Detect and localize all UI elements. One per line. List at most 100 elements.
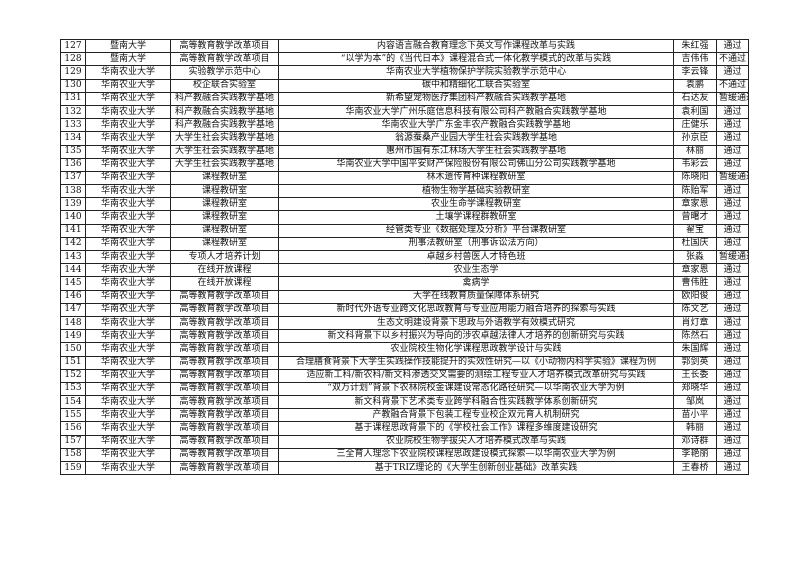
project-name-cell: 农业院校生物化学课程思政教学设计与实践 bbox=[278, 342, 674, 357]
table-row: 145 华南农业大学 在线开放课程 禽病学 曹伟胜 通过 bbox=[60, 276, 749, 291]
person-in-charge-cell: 吉伟伟 bbox=[673, 52, 717, 67]
table-row: 134 华南农业大学 大学生社会实践教学基地 翁源蚕桑产业园大学生社会实践教学基地 孙京… bbox=[60, 131, 749, 146]
person-in-charge-cell: 陈晓阳 bbox=[673, 170, 717, 186]
project-category-cell: 高等教育教学改革项目 bbox=[170, 381, 279, 397]
review-result-cell: 通过 bbox=[716, 276, 749, 291]
project-category-cell: 高等教育教学改革项目 bbox=[170, 395, 279, 410]
review-result-cell: 通过 bbox=[716, 197, 749, 212]
project-name-cell: 碳中和精细化工联合实验室 bbox=[278, 78, 674, 93]
table-row: 136 华南农业大学 大学生社会实践教学基地 华南农业大学中国平安财产保险股份有限公司… bbox=[60, 157, 749, 172]
row-number-cell: 142 bbox=[60, 236, 86, 252]
school-name-cell: 华南农业大学 bbox=[85, 460, 171, 476]
person-in-charge-cell: 翟宝 bbox=[673, 223, 717, 238]
school-name-cell: 华南农业大学 bbox=[85, 289, 171, 304]
school-name-cell: 华南农业大学 bbox=[85, 65, 171, 80]
row-number-cell: 132 bbox=[60, 104, 86, 120]
project-name-cell: 三全育人理念下农业院校课程思政建设模式探索—以华南农业大学为例 bbox=[278, 447, 674, 463]
project-name-cell: 新希望宠物医疗集团科产教融合实践教学基地 bbox=[278, 91, 674, 106]
table-row: 135 华南农业大学 大学生社会实践教学基地 惠州市国有东江林场大学生社会实践教学基地… bbox=[60, 144, 749, 159]
project-name-cell: 农业生态学 bbox=[278, 263, 674, 278]
review-result-cell: 通过 bbox=[716, 184, 749, 199]
project-category-cell: 高等教育教学改革项目 bbox=[170, 38, 279, 54]
review-result-cell: 通过 bbox=[716, 144, 749, 159]
project-name-cell: 新文科背景下以乡村振兴为导向的涉农卓越法律人才培养的创新研究与实践 bbox=[278, 329, 674, 344]
person-in-charge-cell: 孙京臣 bbox=[673, 131, 717, 146]
project-name-cell: 内容语言融合教育理念下英文写作课程改革与实践 bbox=[278, 38, 674, 54]
project-category-cell: 高等教育教学改革项目 bbox=[170, 302, 279, 317]
review-result-cell: 通过 bbox=[716, 381, 749, 397]
project-category-cell: 高等教育教学改革项目 bbox=[170, 421, 279, 436]
project-category-cell: 高等教育教学改革项目 bbox=[170, 368, 279, 383]
school-name-cell: 华南农业大学 bbox=[85, 78, 171, 93]
school-name-cell: 华南农业大学 bbox=[85, 329, 171, 344]
project-name-cell: 土壤学课程群教研室 bbox=[278, 210, 674, 225]
project-name-cell: 农业生命学课程教研室 bbox=[278, 197, 674, 212]
row-number-cell: 151 bbox=[60, 355, 86, 370]
project-name-cell: 卓越乡村兽医人才特色班 bbox=[278, 249, 674, 265]
table-row: 147 华南农业大学 高等教育教学改革项目 新时代外语专业跨文化思政教育与专业应用能力… bbox=[60, 302, 749, 317]
project-name-cell: 基于课程思政背景下的《学校社会工作》课程多维度建设研究 bbox=[278, 421, 674, 436]
table-row: 129 华南农业大学 实验教学示范中心 华南农业大学植物保护学院实验教学示范中心 李云锋… bbox=[60, 65, 749, 80]
table-row: 159 华南农业大学 高等教育教学改革项目 基于TRIZ理论的《大学生创新创业基础》改… bbox=[60, 460, 749, 476]
row-number-cell: 157 bbox=[60, 434, 86, 449]
project-name-cell: 华南农业大学植物保护学院实验教学示范中心 bbox=[278, 65, 674, 80]
project-name-cell: “双万计划”背景下农林院校金课建设常态化路径研究—以华南农业大学为例 bbox=[278, 381, 674, 397]
person-in-charge-cell: 陈然石 bbox=[673, 329, 717, 344]
project-name-cell: 禽病学 bbox=[278, 276, 674, 291]
person-in-charge-cell: 林丽 bbox=[673, 144, 717, 159]
person-in-charge-cell: 张淼 bbox=[673, 249, 717, 265]
project-category-cell: 专项人才培养计划 bbox=[170, 249, 279, 265]
person-in-charge-cell: 韩丽 bbox=[673, 421, 717, 436]
person-in-charge-cell: 朱红强 bbox=[673, 38, 717, 54]
review-result-cell: 通过 bbox=[716, 38, 749, 54]
review-result-cell: 通过 bbox=[716, 368, 749, 383]
row-number-cell: 147 bbox=[60, 302, 86, 317]
school-name-cell: 华南农业大学 bbox=[85, 184, 171, 199]
school-name-cell: 华南农业大学 bbox=[85, 276, 171, 291]
table-row: 131 华南农业大学 科产教融合实践教学基地 新希望宠物医疗集团科产教融合实践教学基地… bbox=[60, 91, 749, 106]
project-category-cell: 高等教育教学改革项目 bbox=[170, 447, 279, 463]
person-in-charge-cell: 曹伟胜 bbox=[673, 276, 717, 291]
row-number-cell: 137 bbox=[60, 170, 86, 186]
project-category-cell: 高等教育教学改革项目 bbox=[170, 289, 279, 304]
table-row: 142 华南农业大学 课程教研室 刑事法教研室（刑事诉讼法方向） 杜国庆 通过 bbox=[60, 236, 749, 252]
table-row: 128 暨南大学 高等教育教学改革项目 “以学为本”的《当代日本》课程混合式一体化教学… bbox=[60, 52, 749, 67]
review-result-cell: 通过 bbox=[716, 236, 749, 252]
person-in-charge-cell: 韦彩云 bbox=[673, 157, 717, 172]
table-row: 140 华南农业大学 课程教研室 土壤学课程群教研室 曾曙才 通过 bbox=[60, 210, 749, 225]
school-name-cell: 华南农业大学 bbox=[85, 381, 171, 397]
person-in-charge-cell: 章家恩 bbox=[673, 263, 717, 278]
project-category-cell: 课程教研室 bbox=[170, 170, 279, 186]
review-result-cell: 通过 bbox=[716, 434, 749, 449]
review-result-cell: 暂缓通过 bbox=[716, 170, 749, 186]
row-number-cell: 156 bbox=[60, 421, 86, 436]
results-table: 127 暨南大学 高等教育教学改革项目 内容语言融合教育理念下英文写作课程改革与实践朱… bbox=[60, 38, 749, 476]
project-category-cell: 科产教融合实践教学基地 bbox=[170, 91, 279, 106]
school-name-cell: 华南农业大学 bbox=[85, 104, 171, 120]
project-category-cell: 在线开放课程 bbox=[170, 276, 279, 291]
project-category-cell: 实验教学示范中心 bbox=[170, 65, 279, 80]
review-result-cell: 通过 bbox=[716, 447, 749, 463]
row-number-cell: 134 bbox=[60, 131, 86, 146]
school-name-cell: 华南农业大学 bbox=[85, 131, 171, 146]
project-category-cell: 课程教研室 bbox=[170, 223, 279, 238]
project-name-cell: 新时代外语专业跨文化思政教育与专业应用能力融合培养的探索与实践 bbox=[278, 302, 674, 317]
project-name-cell: 新文科背景下艺术类专业跨学科融合性实践教学体系创新研究 bbox=[278, 395, 674, 410]
results-table-body: 127 暨南大学 高等教育教学改革项目 内容语言融合教育理念下英文写作课程改革与实践朱… bbox=[60, 38, 749, 476]
person-in-charge-cell: 曾曙才 bbox=[673, 210, 717, 225]
row-number-cell: 130 bbox=[60, 78, 86, 93]
school-name-cell: 华南农业大学 bbox=[85, 302, 171, 317]
project-category-cell: 高等教育教学改革项目 bbox=[170, 434, 279, 449]
table-row: 141 华南农业大学 课程教研室 经管类专业《数据处理及分析》平台课教研室 翟宝 通过 bbox=[60, 223, 749, 238]
project-category-cell: 大学生社会实践教学基地 bbox=[170, 144, 279, 159]
project-name-cell: 刑事法教研室（刑事诉讼法方向） bbox=[278, 236, 674, 252]
review-result-cell: 暂缓通过 bbox=[716, 249, 749, 265]
school-name-cell: 华南农业大学 bbox=[85, 144, 171, 159]
row-number-cell: 150 bbox=[60, 342, 86, 357]
review-result-cell: 通过 bbox=[716, 131, 749, 146]
project-category-cell: 课程教研室 bbox=[170, 184, 279, 199]
project-name-cell: 农业院校生物学拔尖人才培养模式改革与实践 bbox=[278, 434, 674, 449]
school-name-cell: 暨南大学 bbox=[85, 52, 171, 67]
project-category-cell: 在线开放课程 bbox=[170, 263, 279, 278]
review-result-cell: 通过 bbox=[716, 460, 749, 476]
